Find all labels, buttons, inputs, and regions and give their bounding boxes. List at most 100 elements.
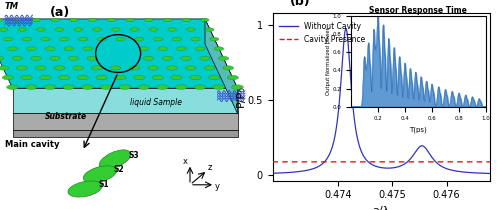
Ellipse shape — [214, 47, 224, 51]
Ellipse shape — [232, 85, 243, 89]
Ellipse shape — [119, 85, 131, 89]
Ellipse shape — [40, 75, 51, 80]
Ellipse shape — [172, 37, 182, 41]
Ellipse shape — [168, 28, 176, 31]
Ellipse shape — [77, 75, 88, 80]
Ellipse shape — [84, 166, 116, 183]
Ellipse shape — [176, 85, 187, 89]
Ellipse shape — [186, 28, 196, 31]
Ellipse shape — [2, 75, 14, 80]
Ellipse shape — [31, 56, 41, 60]
Ellipse shape — [190, 75, 201, 80]
Ellipse shape — [97, 37, 106, 41]
Ellipse shape — [154, 37, 162, 41]
Ellipse shape — [58, 75, 70, 80]
Ellipse shape — [166, 66, 177, 70]
Ellipse shape — [134, 75, 144, 80]
Ellipse shape — [227, 75, 238, 80]
Ellipse shape — [114, 75, 126, 80]
Ellipse shape — [107, 18, 116, 22]
Text: liquid Sample: liquid Sample — [130, 98, 182, 107]
Ellipse shape — [206, 28, 214, 31]
Text: x: x — [182, 157, 188, 166]
Ellipse shape — [129, 66, 140, 70]
X-axis label: a/λ: a/λ — [372, 206, 390, 210]
Ellipse shape — [156, 85, 168, 89]
Ellipse shape — [126, 18, 134, 22]
Ellipse shape — [208, 75, 220, 80]
Ellipse shape — [74, 28, 83, 31]
Ellipse shape — [32, 18, 40, 22]
Ellipse shape — [0, 28, 8, 31]
Ellipse shape — [181, 56, 191, 60]
Ellipse shape — [96, 75, 107, 80]
Text: (b): (b) — [290, 0, 310, 8]
Ellipse shape — [130, 28, 139, 31]
Ellipse shape — [51, 18, 59, 22]
Ellipse shape — [164, 18, 172, 22]
Ellipse shape — [191, 37, 200, 41]
Ellipse shape — [4, 37, 13, 41]
Y-axis label: P/P₀: P/P₀ — [236, 86, 246, 108]
Text: (a): (a) — [50, 6, 70, 19]
Ellipse shape — [110, 66, 121, 70]
Ellipse shape — [88, 18, 96, 22]
Ellipse shape — [44, 85, 56, 89]
Ellipse shape — [82, 85, 94, 89]
Legend: Without Cavity, Cavity Presence: Without Cavity, Cavity Presence — [276, 20, 368, 46]
Ellipse shape — [60, 37, 69, 41]
Ellipse shape — [12, 56, 22, 60]
Ellipse shape — [16, 66, 28, 70]
Ellipse shape — [194, 85, 206, 89]
Ellipse shape — [22, 37, 32, 41]
Ellipse shape — [64, 47, 74, 51]
Ellipse shape — [204, 66, 215, 70]
Ellipse shape — [14, 18, 22, 22]
Ellipse shape — [162, 56, 172, 60]
Ellipse shape — [36, 66, 46, 70]
Ellipse shape — [93, 28, 102, 31]
Ellipse shape — [218, 56, 228, 60]
Ellipse shape — [0, 18, 3, 22]
Ellipse shape — [18, 28, 26, 31]
Ellipse shape — [68, 56, 78, 60]
Ellipse shape — [83, 47, 92, 51]
Ellipse shape — [21, 75, 32, 80]
Text: Substrate: Substrate — [45, 112, 87, 121]
Text: S3: S3 — [129, 151, 140, 160]
Ellipse shape — [0, 66, 8, 70]
Text: TM: TM — [5, 2, 19, 11]
Ellipse shape — [213, 85, 224, 89]
Text: y: y — [215, 182, 220, 191]
Ellipse shape — [139, 47, 149, 51]
Ellipse shape — [116, 37, 125, 41]
Ellipse shape — [26, 47, 36, 51]
Polygon shape — [205, 19, 238, 113]
Polygon shape — [12, 113, 237, 130]
Polygon shape — [12, 88, 237, 113]
Ellipse shape — [56, 28, 64, 31]
Polygon shape — [0, 19, 238, 88]
Ellipse shape — [87, 56, 98, 60]
Ellipse shape — [50, 56, 60, 60]
Ellipse shape — [196, 47, 205, 51]
Ellipse shape — [176, 47, 186, 51]
Ellipse shape — [70, 18, 78, 22]
Ellipse shape — [152, 75, 164, 80]
Ellipse shape — [26, 85, 37, 89]
Ellipse shape — [144, 18, 153, 22]
Ellipse shape — [73, 66, 84, 70]
Ellipse shape — [6, 85, 18, 89]
Text: S1: S1 — [99, 180, 110, 189]
Ellipse shape — [63, 85, 74, 89]
Text: z: z — [208, 163, 212, 172]
Ellipse shape — [92, 66, 102, 70]
Ellipse shape — [171, 75, 182, 80]
Ellipse shape — [149, 28, 158, 31]
Ellipse shape — [0, 56, 4, 60]
Ellipse shape — [41, 37, 50, 41]
Ellipse shape — [201, 18, 209, 22]
Ellipse shape — [138, 85, 149, 89]
Polygon shape — [12, 130, 237, 136]
Ellipse shape — [36, 28, 46, 31]
